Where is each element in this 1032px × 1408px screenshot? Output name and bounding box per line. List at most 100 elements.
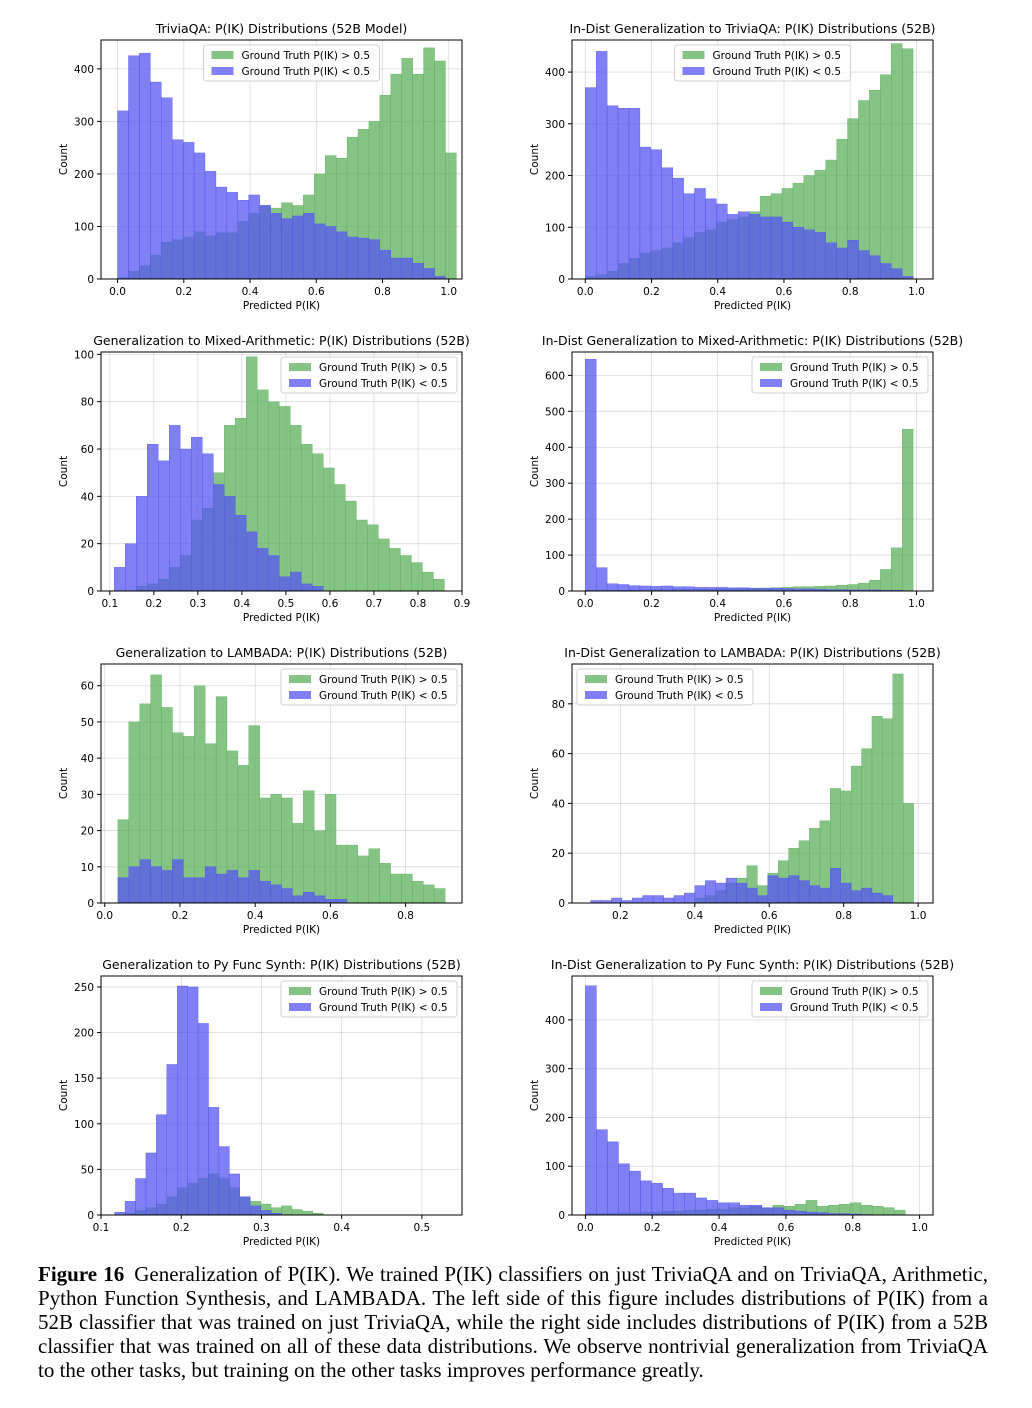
bar-blue [695,1197,707,1215]
bar-blue [798,880,810,903]
bar-blue [158,460,170,591]
y-tick-label: 400 [545,67,565,79]
bar-blue [139,52,151,279]
legend-label: Ground Truth P(IK) > 0.5 [790,986,919,998]
bar-blue [650,586,662,591]
bar-green [869,580,881,591]
bar-blue [215,186,228,279]
y-tick-label: 60 [81,681,94,693]
legend-box [674,44,851,82]
legend-label: Ground Truth P(IK) > 0.5 [790,362,919,374]
axes-frame [100,663,463,904]
bar-blue [215,873,228,903]
bar-blue [248,870,260,903]
bar-blue [268,555,280,591]
bar-blue [803,229,815,279]
bar-blue [224,496,236,591]
bar-blue [156,1114,167,1215]
y-tick-label: 10 [81,862,94,874]
y-tick-label: 0 [87,898,94,910]
bar-blue [128,866,140,903]
bar-green [883,1207,895,1215]
bar-blue [809,885,821,903]
y-tick-label: 60 [81,444,94,456]
bar-blue [235,515,247,591]
bar-blue [759,216,772,279]
bar-blue [281,888,293,903]
x-tick-label: 0.5 [278,598,295,610]
figure-caption: Figure 16 Generalization of P(IK). We tra… [38,1262,988,1382]
bar-blue [270,213,282,279]
bar-blue [595,51,608,279]
y-tick-label: 200 [545,514,565,526]
x-tick-label: 1.0 [908,286,925,298]
bar-blue [694,188,706,279]
y-axis-label: Count [529,1080,541,1111]
chart-panel-3: 0.1 0.2 0.3 0.4 0.5 0.6 0.7 0.8 0.9020406080100G… [58,333,470,624]
y-tick-label: 500 [545,406,565,418]
bar-green [892,673,904,903]
bar-blue [661,585,673,591]
bar-blue [314,895,326,903]
bar-blue [840,882,852,903]
bar-blue [136,496,148,591]
bar-green [871,1206,884,1215]
bar-blue [166,1064,178,1215]
x-tick-label: 0.8 [842,286,859,298]
bar-blue [150,81,162,279]
y-tick-label: 600 [545,370,565,382]
bar-green [379,862,391,903]
bars [585,985,906,1215]
bar-blue [694,587,706,591]
bar-blue [836,247,848,279]
legend-swatch [289,675,311,683]
y-tick-label: 30 [81,789,94,801]
legend-swatch [211,51,234,59]
x-tick-label: 0.1 [101,598,118,610]
x-tick-label: 0.6 [761,910,778,922]
legend: Ground Truth P(IK) > 0.5 Ground Truth P(I… [280,980,458,1018]
y-tick-label: 0 [558,898,565,910]
bar-blue [150,866,162,903]
bar-blue [717,1202,729,1215]
bar-green [880,569,892,591]
y-axis-label: Count [529,768,541,799]
x-tick-label: 0.2 [612,910,629,922]
legend-box [751,356,929,394]
bar-blue [661,167,673,279]
x-axis-label: Predicted P(IK) [714,1236,791,1248]
bar-blue [237,877,249,903]
caption-text: Generalization of P(IK). We trained P(IK… [38,1262,988,1382]
bar-blue [673,895,685,903]
bar-blue [585,985,597,1215]
legend-label: Ground Truth P(IK) < 0.5 [242,66,371,78]
bar-blue [246,531,258,591]
bar-blue [750,1205,763,1215]
bar-blue [172,139,184,279]
y-tick-label: 100 [545,550,565,562]
bar-blue [124,1201,136,1215]
bar-blue [662,1187,674,1215]
bar-green [301,444,313,591]
y-axis-label: Count [58,768,70,799]
y-tick-label: 40 [552,798,565,810]
bar-blue [716,203,728,279]
bar-blue [270,884,282,903]
bar-blue [169,425,181,591]
legend: Ground Truth P(IK) > 0.5 Ground Truth P(I… [280,668,458,706]
bar-green [324,794,337,903]
bar-blue [606,105,619,279]
legend-swatch [760,379,782,387]
bar-blue [226,870,239,903]
y-tick-label: 400 [545,1015,565,1027]
bar-blue [606,583,619,591]
legend-label: Ground Truth P(IK) < 0.5 [615,690,744,702]
chart-title: In-Dist Generalization to Mixed-Arithmet… [542,333,963,348]
y-tick-label: 250 [74,982,94,994]
bar-green [281,797,293,903]
bars [114,985,324,1215]
x-tick-label: 0.2 [643,598,660,610]
x-tick-label: 0.8 [842,598,859,610]
y-tick-label: 100 [545,1161,565,1173]
bar-blue [748,214,761,279]
